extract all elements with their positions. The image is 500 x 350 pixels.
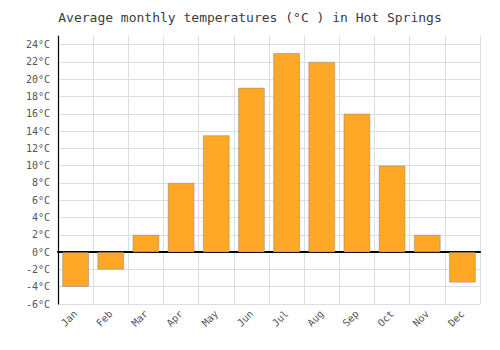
svg-text:0°C: 0°C xyxy=(32,247,50,258)
svg-text:10°C: 10°C xyxy=(26,160,50,171)
svg-text:Average monthly temperatures (: Average monthly temperatures (°C ) in Ho… xyxy=(58,10,442,25)
svg-text:Feb: Feb xyxy=(94,308,115,329)
svg-text:Nov: Nov xyxy=(411,308,432,329)
svg-text:20°C: 20°C xyxy=(26,74,50,85)
svg-text:-4°C: -4°C xyxy=(26,281,50,292)
svg-text:8°C: 8°C xyxy=(32,177,50,188)
svg-text:6°C: 6°C xyxy=(32,195,50,206)
svg-text:Jan: Jan xyxy=(59,308,80,329)
svg-text:4°C: 4°C xyxy=(32,212,50,223)
svg-text:14°C: 14°C xyxy=(26,126,50,137)
svg-text:Sep: Sep xyxy=(340,308,361,329)
svg-text:Dec: Dec xyxy=(446,308,467,329)
svg-text:Aug: Aug xyxy=(305,308,326,329)
svg-text:22°C: 22°C xyxy=(26,56,50,67)
svg-text:12°C: 12°C xyxy=(26,143,50,154)
svg-text:May: May xyxy=(200,308,221,329)
svg-text:Jun: Jun xyxy=(235,308,256,329)
svg-text:-6°C: -6°C xyxy=(26,299,50,310)
svg-text:-2°C: -2°C xyxy=(26,264,50,275)
svg-text:24°C: 24°C xyxy=(26,39,50,50)
svg-text:Apr: Apr xyxy=(164,308,185,329)
svg-text:Mar: Mar xyxy=(129,308,150,329)
svg-text:2°C: 2°C xyxy=(32,229,50,240)
svg-text:Oct: Oct xyxy=(375,308,396,329)
svg-text:16°C: 16°C xyxy=(26,108,50,119)
svg-text:18°C: 18°C xyxy=(26,91,50,102)
svg-text:Jul: Jul xyxy=(270,308,291,329)
